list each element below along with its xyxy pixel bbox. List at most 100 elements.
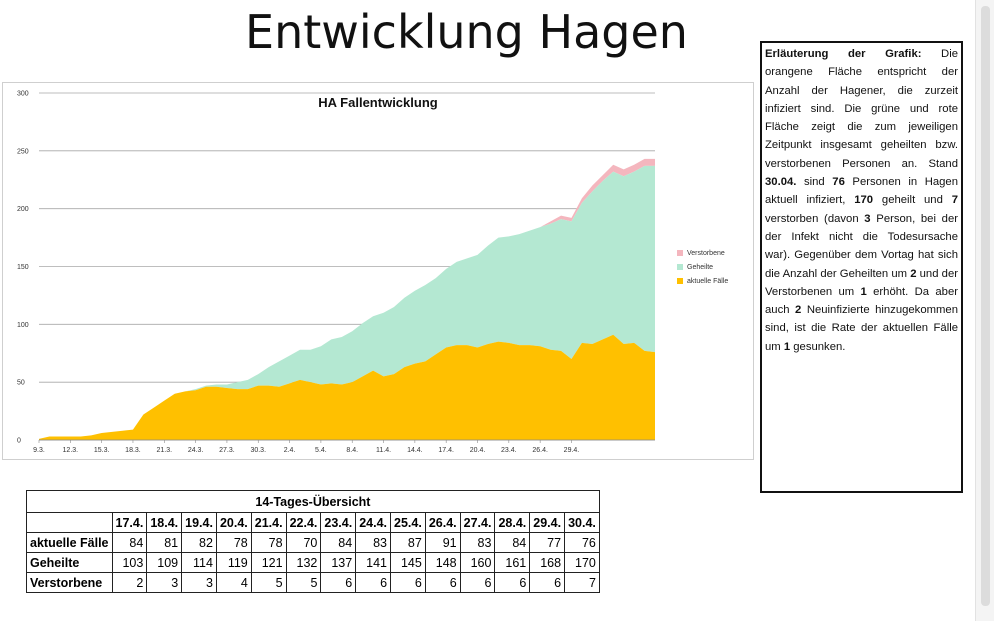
y-tick-label: 50: [17, 380, 25, 387]
y-tick-label: 0: [17, 438, 21, 445]
vertical-scrollbar[interactable]: [975, 0, 994, 621]
table-row: Geheilte 103 109 114 119 121 132 137 141 145 148 16…: [26, 552, 600, 573]
series-area-aktuelle: [39, 334, 655, 440]
x-tick-label: 24.3.: [188, 447, 204, 454]
y-tick-label: 200: [17, 206, 29, 213]
series-area-geheilte: [39, 165, 655, 439]
x-tick-label: 29.4.: [564, 447, 580, 454]
value-cell: 78: [215, 532, 252, 553]
x-tick-label: 5.4.: [315, 447, 327, 454]
date-header: 19.4.: [181, 512, 217, 533]
legend-label: Geheilte: [687, 264, 713, 271]
date-header: 21.4.: [250, 512, 287, 533]
value-cell: 4: [215, 572, 252, 593]
table-row: Verstorbene 2 3 3 4 5 5 6 6 6 6 6 6 6 7: [26, 572, 600, 593]
corner-cell: [26, 512, 113, 533]
explanation-new: 2: [795, 304, 802, 317]
date-header: 26.4.: [424, 512, 461, 533]
explanation-text-1: Die orangene Fläche entspricht der Anzah…: [765, 48, 959, 170]
x-tick-label: 27.3.: [219, 447, 235, 454]
value-cell: 2: [111, 572, 148, 593]
value-cell: 103: [111, 552, 148, 573]
value-cell: 132: [285, 552, 322, 573]
value-cell: 119: [215, 552, 252, 573]
value-cell: 148: [424, 552, 461, 573]
x-tick-label: 8.4.: [346, 447, 358, 454]
x-tick-label: 12.3.: [63, 447, 79, 454]
explanation-heal-diff: 2: [910, 267, 917, 280]
date-header: 30.4.: [564, 512, 600, 533]
y-tick-label: 300: [17, 91, 29, 98]
date-header: 28.4.: [494, 512, 531, 533]
value-cell: 170: [564, 552, 600, 573]
x-tick-label: 30.3.: [250, 447, 266, 454]
x-tick-label: 17.4.: [438, 447, 454, 454]
value-cell: 76: [564, 532, 600, 553]
value-cell: 114: [181, 552, 217, 573]
value-cell: 6: [390, 572, 426, 593]
value-cell: 141: [355, 552, 392, 573]
value-cell: 87: [390, 532, 426, 553]
explanation-text-7: und der Verstorbenen um: [765, 267, 958, 298]
explanation-box: Erläuterung der Grafik: Die orangene Flä…: [760, 41, 963, 493]
explanation-text-9: Neuinfizierte hinzugekommen sind, ist di…: [765, 304, 958, 353]
table-header-row: 17.4. 18.4. 19.4. 20.4. 21.4. 22.4. 23.4. 24.4.…: [26, 512, 600, 533]
explanation-heading: Erläuterung der Grafik:: [765, 48, 922, 60]
value-cell: 137: [320, 552, 357, 573]
x-tick-label: 11.4.: [376, 447, 391, 454]
overview-table: 14-Tages-Übersicht 17.4. 18.4. 19.4. 20.4. 21…: [26, 490, 600, 593]
x-tick-label: 9.3.: [33, 447, 45, 454]
value-cell: 6: [320, 572, 357, 593]
legend-label: Verstorbene: [687, 250, 725, 257]
value-cell: 109: [146, 552, 183, 573]
date-header: 17.4.: [111, 512, 148, 533]
explanation-text-6: Person, bei der der Infekt nicht die Tod…: [765, 212, 958, 280]
y-tick-label: 150: [17, 264, 29, 271]
explanation-text-4: geheilt und: [873, 194, 952, 207]
x-tick-label: 15.3.: [94, 447, 110, 454]
explanation-text-8: erhöht. Da aber auch: [765, 285, 958, 317]
chart-title: HA Fallentwicklung: [318, 95, 437, 110]
overview-table-container: 14-Tages-Übersicht 17.4. 18.4. 19.4. 20.4. 21…: [26, 490, 600, 593]
chart-container: 0 50 100 150 200 250 300 9.3. 12.3. 15.3. 18.3. 21…: [2, 82, 754, 460]
value-cell: 5: [285, 572, 322, 593]
date-header: 25.4.: [390, 512, 426, 533]
scrollbar-thumb[interactable]: [981, 6, 990, 606]
y-tick-label: 100: [17, 322, 29, 329]
legend-swatch: [677, 250, 683, 256]
legend-swatch: [677, 278, 683, 284]
value-cell: 78: [250, 532, 287, 553]
value-cell: 7: [564, 572, 600, 593]
value-cell: 81: [146, 532, 183, 553]
value-cell: 160: [459, 552, 496, 573]
table-title: 14-Tages-Übersicht: [26, 490, 600, 513]
explanation-text-5: verstorben (davon: [765, 212, 865, 225]
date-header: 23.4.: [320, 512, 357, 533]
explanation-infected: 76: [832, 176, 845, 189]
legend-label: aktuelle Fälle: [687, 278, 728, 285]
value-cell: 6: [494, 572, 531, 593]
row-label: aktuelle Fälle: [26, 532, 113, 553]
series-area-verstorbene: [39, 158, 655, 439]
page-title: Entwicklung Hagen: [245, 5, 688, 59]
date-header: 18.4.: [146, 512, 183, 533]
y-tick-label: 250: [17, 148, 29, 155]
value-cell: 3: [146, 572, 183, 593]
explanation-dead: 7: [951, 194, 958, 207]
explanation-three: 3: [864, 212, 871, 225]
value-cell: 84: [111, 532, 148, 553]
date-header: 29.4.: [529, 512, 566, 533]
explanation-healed: 170: [854, 194, 874, 207]
value-cell: 83: [459, 532, 496, 553]
value-cell: 84: [494, 532, 531, 553]
explanation-date: 30.04.: [765, 176, 797, 189]
date-header: 20.4.: [215, 512, 252, 533]
value-cell: 6: [459, 572, 496, 593]
value-cell: 145: [390, 552, 426, 573]
explanation-rate: 1: [783, 340, 791, 353]
value-cell: 121: [250, 552, 287, 573]
value-cell: 84: [320, 532, 357, 553]
explanation-text-10: gesunken.: [790, 340, 846, 353]
value-cell: 6: [355, 572, 392, 593]
value-cell: 83: [355, 532, 392, 553]
